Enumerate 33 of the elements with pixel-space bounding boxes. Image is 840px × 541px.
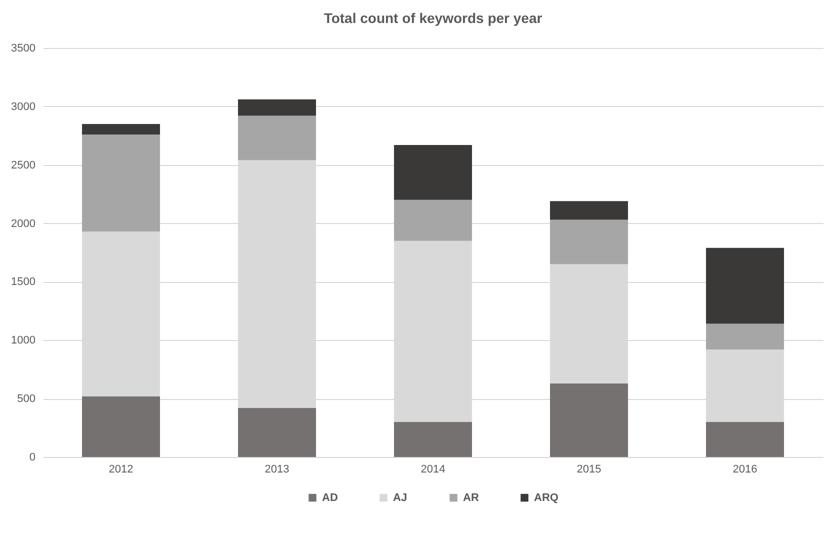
x-tick-label: 2013 [264,464,290,476]
bar [550,383,628,457]
bar [238,116,316,160]
bar [550,201,628,220]
y-tick-label: 500 [17,393,36,406]
y-tick-label: 0 [29,452,36,464]
bar [394,422,472,457]
x-tick-label: 2014 [420,464,446,476]
legend-label: ARQ [534,492,559,504]
bar [394,144,472,200]
bar [706,422,784,457]
bar [706,248,784,324]
bar [394,200,472,241]
bar [82,396,160,457]
y-tick-label: 3500 [11,42,36,54]
y-tick-label: 2000 [11,218,36,230]
x-tick-label: 2015 [576,464,602,476]
y-tick-label: 1500 [11,276,36,288]
legend-label: AD [322,492,338,504]
legend-label: AR [463,492,479,504]
chart-title: Total count of keywords per year [324,10,543,26]
bar [550,220,628,264]
bar [82,134,160,232]
y-tick-label: 2500 [11,159,36,172]
bar [706,324,784,350]
bar [238,408,316,457]
x-tick-label: 2012 [108,464,134,476]
x-tick-label: 2016 [732,464,758,476]
bar [238,99,316,116]
y-tick-label: 1000 [11,334,36,347]
y-tick-label: 3000 [11,100,36,113]
bar [82,124,160,134]
legend-label: AJ [393,492,408,504]
